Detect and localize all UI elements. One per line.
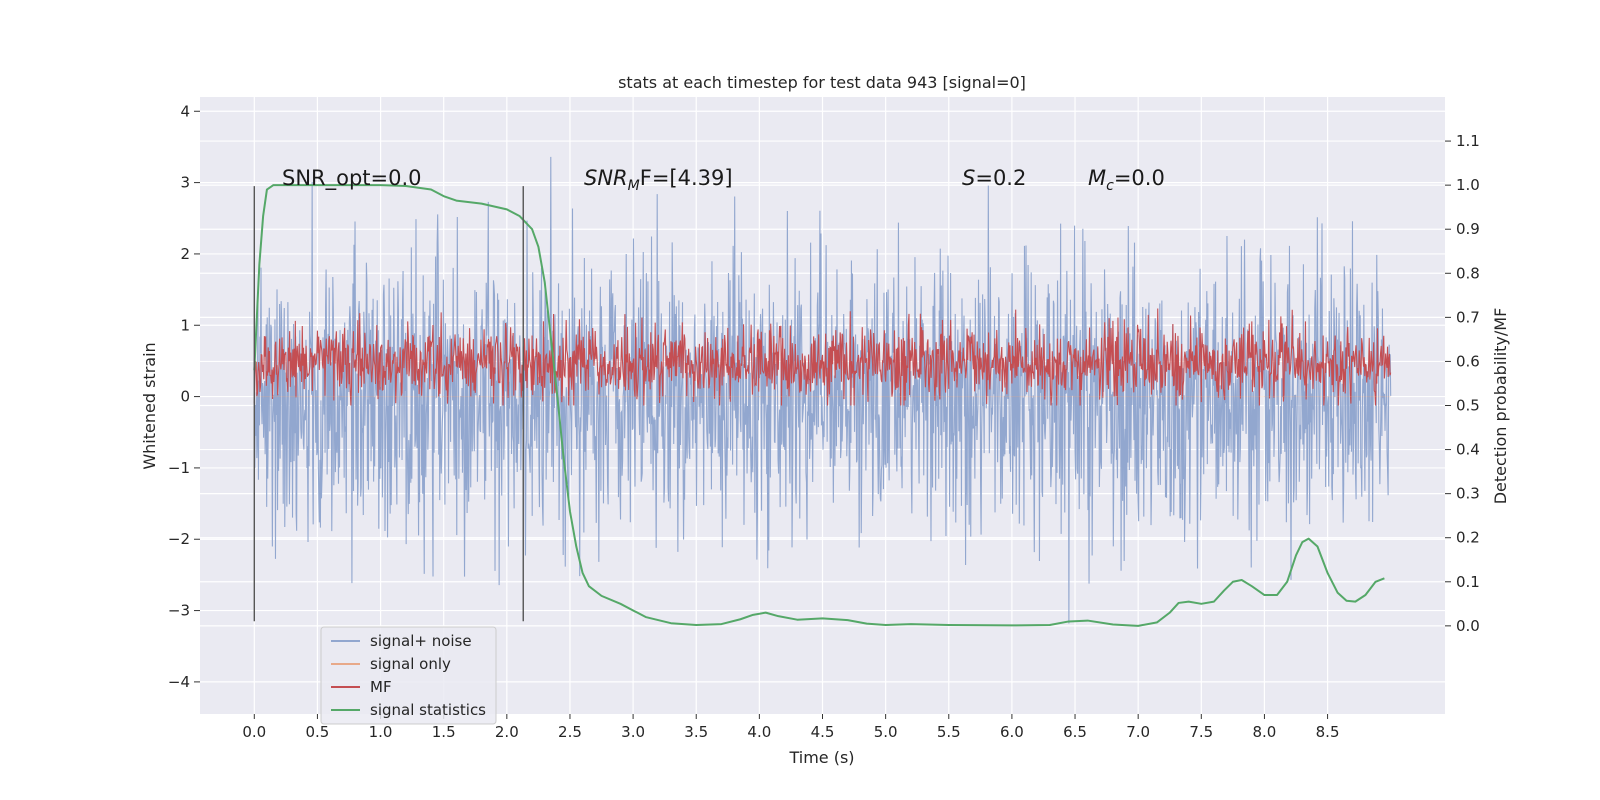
y-right-tick-label-11: 1.1 [1456,132,1480,150]
x-ticks: 0.0 0.5 1.0 1.5 2.0 2.5 3.0 3.5 4.0 4.5 5.0 5.5 6.0 6… [242,714,1340,741]
x-tick-label-6: 3.0 [621,723,645,741]
y-right-tick-label-1: 0.1 [1456,573,1480,591]
y-right-tick-label-6: 0.6 [1456,352,1480,370]
line-mf [253,308,1392,406]
legend-label-signal-noise: signal+ noise [370,632,472,650]
series-signal-noise [253,156,1392,624]
x-tick-label-0: 0.0 [242,723,266,741]
x-tick-label-11: 5.5 [937,723,961,741]
legend-label-signal-only: signal only [370,655,451,673]
x-tick-label-15: 7.5 [1189,723,1213,741]
y-axis-label-right: Detection probability/MF [1491,308,1510,505]
annotation-mc-rest: =0.0 [1114,166,1165,190]
y-ticks-right: 0.0 0.1 0.2 0.3 0.4 0.5 0.6 0.7 0.8 0.9 1.0 1.1 [1445,132,1480,635]
y-right-tick-label-8: 0.8 [1456,264,1480,282]
annotation-s: S=0.2 [962,166,1026,190]
y-axis-label-left: Whitened strain [140,342,159,469]
x-tick-label-5: 2.5 [558,723,582,741]
y-left-tick-label-1: −3 [168,602,190,620]
chart-title: stats at each timestep for test data 943… [618,73,1026,92]
x-tick-label-10: 5.0 [874,723,898,741]
y-left-tick-label-6: 2 [180,245,190,263]
legend-label-signal-statistics: signal statistics [370,701,486,719]
annotation-snr-mf-rest: F=[4.39] [640,166,733,190]
x-tick-label-13: 6.5 [1063,723,1087,741]
y-right-tick-label-0: 0.0 [1456,617,1480,635]
legend: signal+ noise signal only MF signal stat… [320,626,497,725]
annotation-snr-mf: SNRMF=[4.39] [584,166,733,194]
y-left-tick-label-3: −1 [168,459,190,477]
y-right-tick-label-3: 0.3 [1456,485,1480,503]
line-signal-noise [253,156,1392,624]
vertical-markers [253,186,524,622]
x-tick-label-2: 1.0 [369,723,393,741]
annotation-snr-opt: SNR_opt=0.0 [282,166,422,191]
x-tick-label-16: 8.0 [1253,723,1277,741]
x-tick-label-17: 8.5 [1316,723,1340,741]
series-mf [253,308,1392,406]
y-left-tick-label-4: 0 [180,388,190,406]
y-left-tick-label-2: −2 [168,530,190,548]
y-left-tick-label-5: 1 [180,316,190,334]
y-right-tick-label-4: 0.4 [1456,441,1480,459]
series-signal-statistics [253,184,1385,627]
x-tick-label-9: 4.5 [811,723,835,741]
annotation-snr-mf-main: SNR [584,166,628,190]
x-tick-label-7: 3.5 [684,723,708,741]
x-tick-label-12: 6.0 [1000,723,1024,741]
y-left-tick-label-8: 4 [180,102,190,120]
x-axis-label: Time (s) [788,748,854,767]
legend-label-mf: MF [370,678,392,696]
y-right-tick-label-5: 0.5 [1456,397,1480,415]
y-right-tick-label-10: 1.0 [1456,176,1480,194]
x-tick-label-14: 7.0 [1126,723,1150,741]
x-tick-label-8: 4.0 [747,723,771,741]
annotation-mc-sub: c [1106,178,1114,194]
x-tick-label-1: 0.5 [305,723,329,741]
annotation-mc: Mc=0.0 [1088,166,1165,194]
y-right-tick-label-2: 0.2 [1456,529,1480,547]
x-tick-label-4: 2.0 [495,723,519,741]
y-ticks-left: −4 −3 −2 −1 0 1 2 3 4 [168,102,200,691]
y-left-tick-label-0: −4 [168,673,190,691]
annotation-s-rest: =0.2 [975,166,1026,190]
line-signal-statistics [253,184,1385,627]
annotation-s-main: S [962,166,975,190]
annotation-mc-main: M [1088,166,1106,190]
y-right-tick-label-9: 0.9 [1456,220,1480,238]
y-left-tick-label-7: 3 [180,174,190,192]
legend-box [320,626,497,725]
annotation-snr-mf-sub: M [628,178,640,194]
y-right-tick-label-7: 0.7 [1456,308,1480,326]
x-tick-label-3: 1.5 [432,723,456,741]
